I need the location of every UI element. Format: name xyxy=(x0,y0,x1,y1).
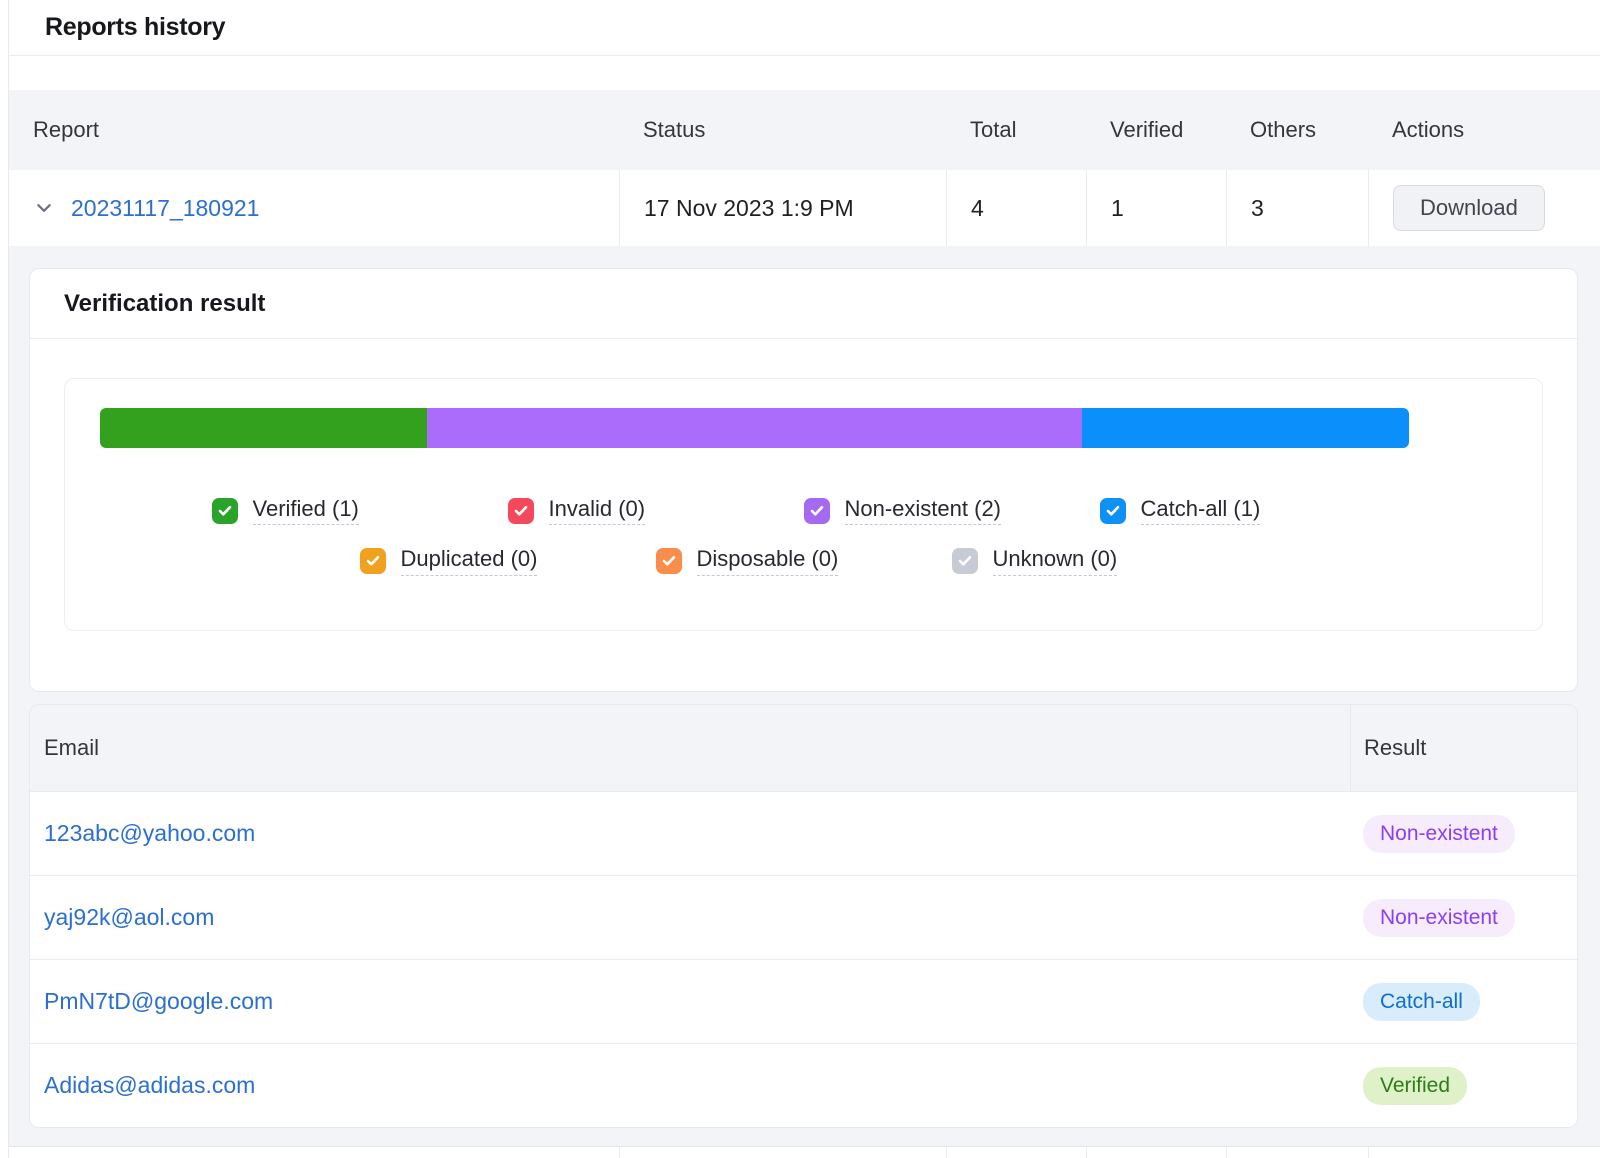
legend-item-verified[interactable]: Verified (1) xyxy=(211,496,508,526)
email-link[interactable]: 123abc@yahoo.com xyxy=(44,820,256,846)
legend-label[interactable]: Duplicated (0) xyxy=(400,546,538,576)
legend-item-non-existent[interactable]: Non-existent (2) xyxy=(803,496,1100,526)
legend-label[interactable]: Verified (1) xyxy=(252,496,359,526)
report-verified-cell: 1 xyxy=(1086,170,1226,246)
verification-result-body: Verified (1) Invalid (0) Non-existent (2… xyxy=(30,339,1577,691)
legend-item-disposable[interactable]: Disposable (0) xyxy=(655,546,952,576)
checkbox-non-existent-icon[interactable] xyxy=(803,497,830,524)
email-link[interactable]: yaj92k@aol.com xyxy=(44,904,215,930)
report-name-link[interactable]: 20231117_180921 xyxy=(71,194,260,221)
checkbox-catch-all-icon[interactable] xyxy=(1099,497,1126,524)
bar-segment-non-existent xyxy=(427,408,1082,448)
verification-legend: Verified (1) Invalid (0) Non-existent (2… xyxy=(65,496,1542,576)
checkbox-invalid-icon[interactable] xyxy=(507,497,534,524)
report-actions-cell: Download xyxy=(1368,170,1600,246)
column-header-verified: Verified xyxy=(1110,117,1184,142)
email-row: PmN7tD@google.com Catch-all xyxy=(30,959,1577,1043)
page-title: Reports history xyxy=(45,13,226,41)
collapse-report-button[interactable] xyxy=(33,197,55,219)
legend-item-invalid[interactable]: Invalid (0) xyxy=(507,496,804,526)
result-badge: Verified xyxy=(1363,1066,1468,1105)
column-header-result: Result xyxy=(1350,705,1577,791)
legend-item-unknown[interactable]: Unknown (0) xyxy=(951,546,1248,576)
bar-segment-verified xyxy=(100,408,428,448)
legend-label[interactable]: Unknown (0) xyxy=(992,546,1118,576)
email-row: Adidas@adidas.com Verified xyxy=(30,1043,1577,1127)
legend-label[interactable]: Disposable (0) xyxy=(696,546,839,576)
verification-stacked-bar xyxy=(100,408,1409,448)
column-header-total: Total xyxy=(970,117,1017,142)
column-header-actions: Actions xyxy=(1392,117,1465,142)
result-badge: Non-existent xyxy=(1363,814,1515,853)
report-status-cell: 17 Nov 2023 1:9 PM xyxy=(619,170,946,246)
column-header-report: Report xyxy=(33,117,100,142)
column-header-email: Email xyxy=(44,735,100,760)
emails-table-header: Email Result xyxy=(30,705,1577,791)
verification-chart-box: Verified (1) Invalid (0) Non-existent (2… xyxy=(64,378,1543,631)
bar-segment-catch-all xyxy=(1081,408,1409,448)
report-total-cell: 4 xyxy=(946,170,1086,246)
verification-result-title: Verification result xyxy=(30,269,1577,339)
checkbox-disposable-icon[interactable] xyxy=(655,547,682,574)
legend-item-catch-all[interactable]: Catch-all (1) xyxy=(1099,496,1396,526)
reports-history-page: Reports history Report Status Total Veri… xyxy=(8,0,1600,1158)
emails-table-card: Email Result 123abc@yahoo.com Non-existe… xyxy=(29,704,1578,1128)
legend-item-duplicated[interactable]: Duplicated (0) xyxy=(359,546,656,576)
next-report-row-partial xyxy=(9,1146,1600,1158)
checkbox-duplicated-icon[interactable] xyxy=(359,547,386,574)
email-row: yaj92k@aol.com Non-existent xyxy=(30,875,1577,959)
legend-label[interactable]: Invalid (0) xyxy=(548,496,646,526)
report-row: 20231117_180921 17 Nov 2023 1:9 PM 4 1 3… xyxy=(9,170,1600,246)
result-badge: Catch-all xyxy=(1363,982,1480,1021)
report-others-cell: 3 xyxy=(1226,170,1368,246)
column-header-others: Others xyxy=(1250,117,1317,142)
page-title-row: Reports history xyxy=(9,0,1600,56)
checkbox-verified-icon[interactable] xyxy=(211,497,238,524)
report-cell: 20231117_180921 xyxy=(9,170,619,246)
legend-label[interactable]: Catch-all (1) xyxy=(1140,496,1261,526)
checkbox-unknown-icon[interactable] xyxy=(951,547,978,574)
verification-result-card: Verification result Verified (1) xyxy=(29,268,1578,692)
result-badge: Non-existent xyxy=(1363,898,1515,937)
email-link[interactable]: Adidas@adidas.com xyxy=(44,1072,256,1098)
column-header-status: Status xyxy=(643,117,706,142)
reports-table-header: Report Status Total Verified Others Acti… xyxy=(9,90,1600,170)
email-row: 123abc@yahoo.com Non-existent xyxy=(30,791,1577,875)
legend-label[interactable]: Non-existent (2) xyxy=(844,496,1002,526)
download-button[interactable]: Download xyxy=(1393,185,1545,231)
report-details-section: Verification result Verified (1) xyxy=(9,246,1600,1146)
email-link[interactable]: PmN7tD@google.com xyxy=(44,988,274,1014)
chevron-down-icon xyxy=(35,199,53,217)
spacer xyxy=(9,56,1600,90)
